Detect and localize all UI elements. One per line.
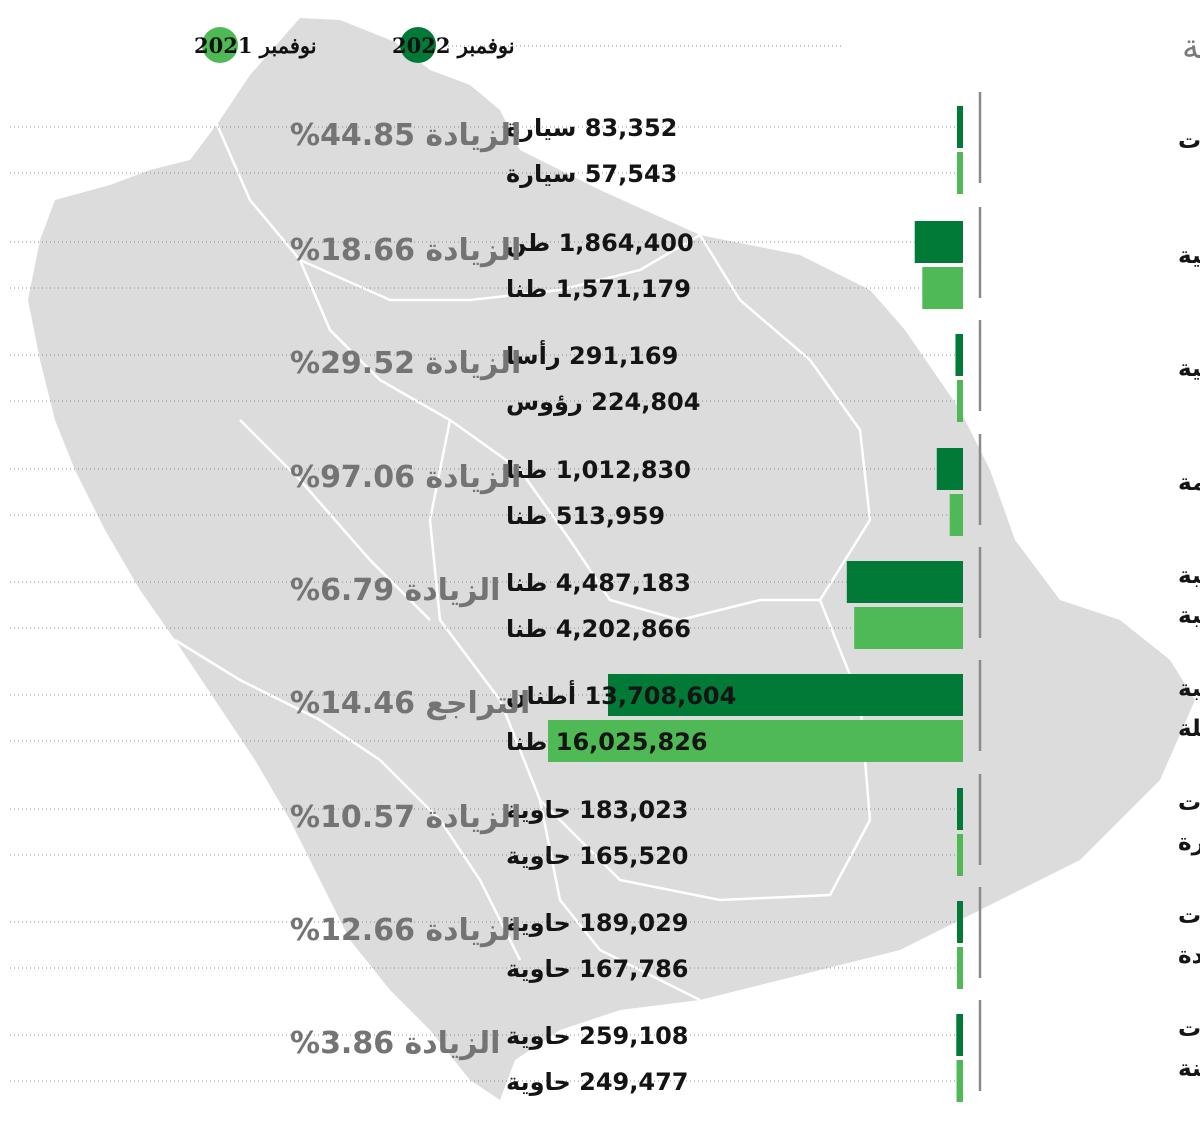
category-label: البضائع السائبة (1178, 563, 1200, 589)
category-label-line2: الصلبة (1178, 603, 1200, 629)
chart-title: حركة الموانئ السعودية (1182, 27, 1200, 67)
value-label-2021: 224,804 رؤوس (506, 388, 700, 416)
category-label: الحاويات (1178, 903, 1200, 929)
value-label-2021: 165,520 حاوية (506, 842, 688, 870)
value-label-2022: 13,708,604 أطنان (506, 680, 736, 710)
bar-2022 (955, 334, 963, 376)
value-label-2021: 1,571,179 طنا (506, 275, 691, 303)
map-region-borders (174, 119, 872, 1002)
value-label-2022: 291,169 رأسا (506, 340, 678, 370)
bar-2022 (608, 674, 963, 716)
legend-label-2022: نوفمبر 2022 (392, 33, 515, 59)
value-label-2021: 513,959 طنا (506, 502, 665, 530)
legend-swatch-2021 (202, 27, 238, 63)
bar-2022 (936, 448, 963, 490)
bar-2021 (548, 720, 963, 762)
value-label-2022: 183,023 حاوية (506, 796, 688, 824)
bar-2022 (846, 561, 963, 603)
bar-2022 (957, 106, 963, 148)
legend-swatch-2022 (400, 27, 436, 63)
bar-2021 (949, 494, 963, 536)
category-label-line2: السائلة (1178, 716, 1200, 742)
value-label-2022: 259,108 حاوية (506, 1022, 688, 1050)
value-label-2022: 189,029 حاوية (506, 909, 688, 937)
change-label: التراجع 14.46% (290, 686, 530, 721)
change-label: الزيادة 10.57% (290, 800, 521, 835)
category-label: البضائع العامة (1178, 470, 1200, 496)
bar-2021 (957, 947, 963, 989)
value-label-2021: 4,202,866 طنا (506, 615, 691, 643)
map-shape (28, 18, 1195, 1100)
value-label-2022: 1,864,400 طن (506, 229, 694, 257)
category-label-line2: الواردة (1178, 943, 1200, 969)
change-label: الزيادة 12.66% (290, 913, 521, 948)
category-label: الحاويات (1178, 790, 1200, 816)
category-label-line2: المسافنة (1178, 1056, 1200, 1082)
change-label: الزيادة 6.79% (290, 573, 500, 608)
bar-2021 (956, 1060, 963, 1102)
bar-2022 (957, 901, 963, 943)
value-label-2021: 167,786 حاوية (506, 955, 688, 983)
bar-2021 (854, 607, 963, 649)
bar-2022 (956, 1014, 963, 1056)
value-label-2021: 57,543 سيارة (506, 160, 677, 188)
value-label-2022: 4,487,183 طنا (506, 569, 691, 597)
bar-2021 (957, 152, 963, 194)
value-label-2022: 83,352 سيارة (506, 114, 677, 142)
change-label: الزيادة 29.52% (290, 346, 521, 381)
category-label: البضائع السائبة (1178, 676, 1200, 702)
legend-label-2021: نوفمبر 2021 (194, 33, 317, 59)
category-label: حاويات (1178, 1016, 1200, 1042)
category-label: الماشية (1178, 356, 1200, 382)
value-label-2021: 16,025,826 طنا (506, 728, 708, 756)
bar-2021 (957, 380, 963, 422)
category-label-line2: الصادرة (1178, 830, 1200, 856)
change-label: الزيادة 3.86% (290, 1026, 500, 1061)
bar-2021 (957, 834, 963, 876)
category-label: السيارات (1178, 128, 1200, 154)
value-label-2022: 1,012,830 طنا (506, 456, 691, 484)
bar-2022 (914, 221, 963, 263)
bar-2021 (922, 267, 963, 309)
bar-2022 (957, 788, 963, 830)
change-label: الزيادة 44.85% (290, 118, 521, 153)
change-label: الزيادة 18.66% (290, 233, 521, 268)
category-label: المواد الغذائية (1178, 243, 1200, 269)
change-label: الزيادة 97.06% (290, 460, 521, 495)
value-label-2021: 249,477 حاوية (506, 1068, 688, 1096)
